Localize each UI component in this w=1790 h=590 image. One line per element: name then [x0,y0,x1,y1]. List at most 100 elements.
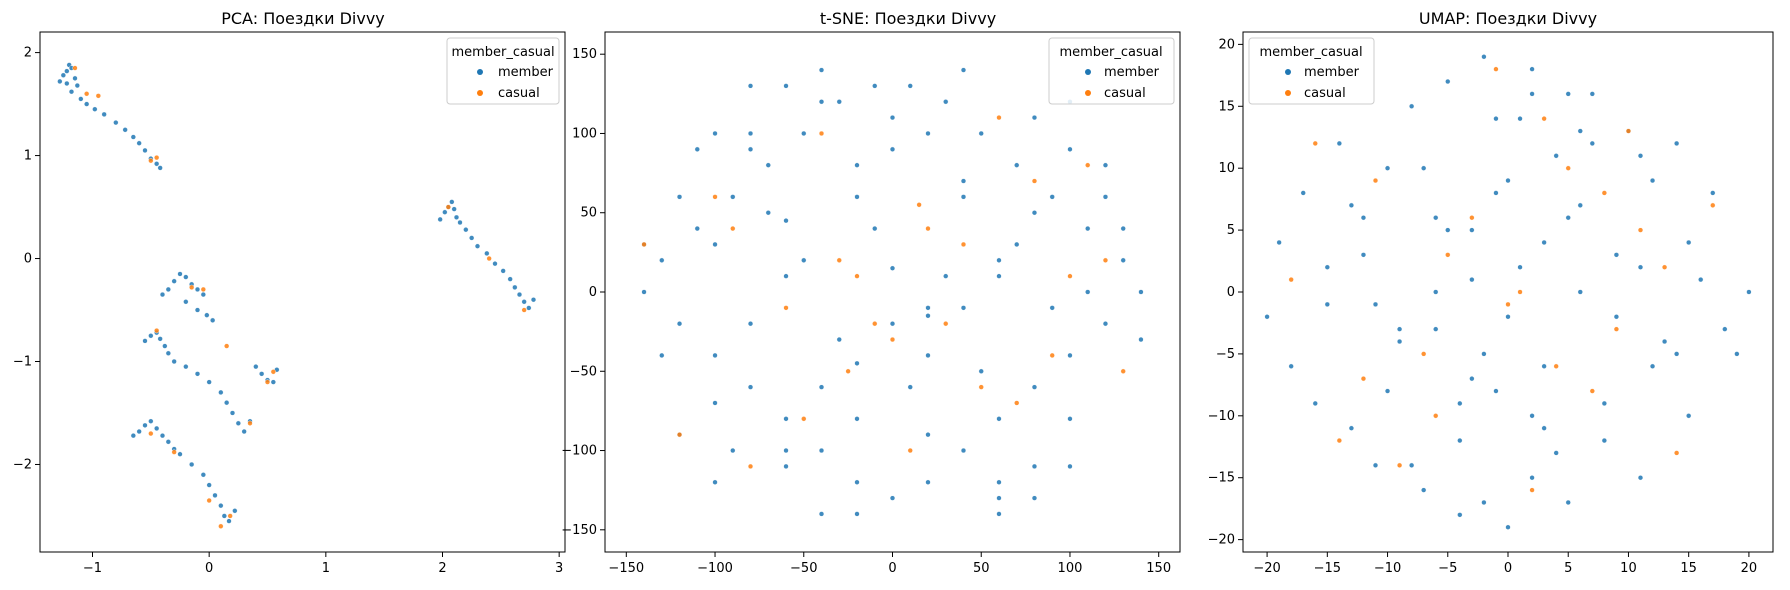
data-point-member [960,447,967,454]
data-point-member [1674,351,1680,357]
legend-box [446,37,560,105]
data-point-member [1577,202,1583,208]
data-point-member [1457,437,1463,444]
data-point-member [1505,314,1511,320]
pca-legend: member_casual member casual [446,37,560,105]
data-point-member [1493,116,1499,122]
data-point-member [889,495,896,501]
data-point-member [1372,462,1379,468]
data-point-member [218,503,224,509]
legend-marker-member [477,69,483,75]
data-point-casual [84,91,90,97]
data-point-member [1517,264,1523,270]
data-point-member [676,194,683,200]
data-point-member [1102,194,1109,200]
y-tick-label: 20 [1218,37,1235,52]
x-tick-label: 100 [1058,561,1083,576]
data-point-casual [148,430,154,437]
data-point-member [712,130,718,137]
data-point-member [1264,314,1270,320]
data-point-member [451,206,457,212]
data-point-member [206,482,212,488]
data-point-casual [1031,178,1038,184]
data-point-casual [148,158,154,164]
data-point-member [229,410,236,416]
data-point-member [74,82,80,89]
data-point-member [1565,91,1571,97]
x-tick-label: −20 [1253,561,1280,576]
data-point-member [889,146,896,152]
data-point-member [818,384,825,390]
data-point-member [1067,146,1073,152]
data-point-member [1372,301,1379,307]
data-point-member [854,479,860,485]
x-tick-label: 2 [438,561,446,576]
data-point-casual [801,416,807,422]
data-point-member [1288,363,1294,369]
data-point-member [1746,289,1752,295]
data-point-member [996,416,1002,422]
data-point-member [442,209,448,215]
data-point-member [526,305,532,311]
data-point-member [854,416,860,422]
data-point-member [142,338,148,344]
data-point-member [200,291,206,298]
data-point-casual [270,369,276,375]
x-tick-label: 15 [1680,561,1697,576]
data-point-member [183,274,189,280]
y-tick-label: −10 [1208,409,1235,424]
data-point-casual [95,93,101,99]
data-point-casual [171,449,177,455]
data-point-member [1565,499,1571,506]
y-tick-label: 15 [1218,99,1235,114]
data-point-member [512,284,518,290]
data-point-member [747,83,754,89]
data-point-member [1469,376,1475,382]
data-point-member [1300,190,1306,196]
data-point-member [960,67,967,73]
data-point-member [154,161,160,167]
data-point-casual [1553,363,1559,369]
data-point-member [1553,450,1559,456]
data-point-member [1481,351,1487,357]
data-point-member [1505,524,1511,530]
data-point-casual [521,307,527,313]
data-point-casual [1637,227,1644,233]
data-point-member [1481,499,1487,506]
data-point-member [206,379,212,385]
data-point-casual [641,241,647,248]
data-point-casual [1421,351,1427,357]
data-point-member [64,68,70,74]
data-point-member [1138,336,1144,343]
data-point-casual [72,65,78,71]
data-point-member [122,127,128,133]
data-point-member [1529,91,1535,97]
data-point-member [159,291,166,298]
umap-legend: member_casual member casual [1248,37,1375,105]
data-point-casual [1661,264,1668,270]
data-point-member [1049,305,1055,311]
data-point-member [270,379,276,385]
data-point-casual [1336,437,1342,444]
data-point-member [730,447,736,454]
data-point-member [210,317,216,323]
data-point-member [449,199,455,205]
data-point-member [854,194,860,200]
data-point-member [1734,351,1740,357]
data-point-member [1031,463,1038,469]
data-point-casual [247,420,253,426]
pca-ticks: −1 0 1 2 3 −2 −1 0 1 2 [13,46,563,576]
data-point-member [177,271,183,277]
data-point-member [925,130,931,137]
data-point-member [148,333,154,339]
data-point-member [253,364,259,370]
data-point-member [1457,512,1463,518]
data-point-member [1686,413,1692,419]
y-tick-label: 50 [580,206,597,221]
data-point-casual [1589,388,1595,394]
data-point-member [783,447,789,454]
data-point-casual [1312,140,1318,147]
data-point-casual [1433,413,1439,419]
data-point-member [1674,140,1680,147]
data-point-member [1421,165,1427,171]
